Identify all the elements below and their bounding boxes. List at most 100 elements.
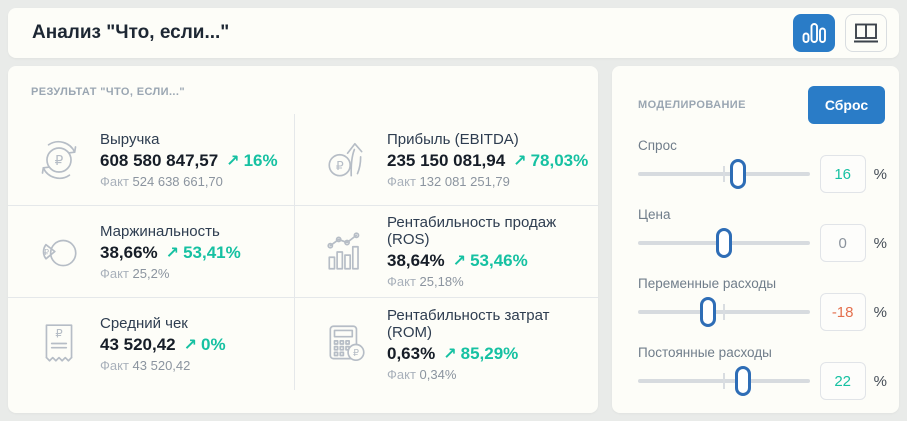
slider-center-tick <box>722 166 725 182</box>
combo-chart-icon <box>323 229 369 275</box>
trend-up-icon: ↗ <box>443 345 457 363</box>
kpi-title: Рентабильность продаж (ROS) <box>387 214 557 248</box>
trend-up-icon: ↗ <box>183 337 198 354</box>
variable-costs-value-input[interactable]: -18 <box>819 293 866 331</box>
kpi-value: 0,63% <box>387 343 436 363</box>
kpi-title: Маржинальность <box>100 222 220 240</box>
trend-up-icon: ↗ <box>513 152 527 170</box>
page-title: Анализ "Что, если..." <box>32 22 230 43</box>
svg-text:₽: ₽ <box>353 348 359 359</box>
slider-label: Постоянные расходы <box>638 345 772 360</box>
kpi-value: 608 580 847,57 <box>100 150 219 170</box>
kpi-fact: Факт 0,34% <box>387 367 598 382</box>
svg-text:₽: ₽ <box>336 157 344 172</box>
fact-label: Факт <box>387 274 416 289</box>
fact-label: Факт <box>100 265 129 281</box>
kpi-grid: ₽ Выручка 608 580 847,57 ↗ 16% Факт 524 … <box>8 114 598 390</box>
kpi-value: 38,66% <box>100 242 158 262</box>
fixed-costs-value-input[interactable]: 22 <box>819 362 866 400</box>
kpi-card-rom: ₽ Рентабильность затрат (ROM) 0,63% ↗ 85… <box>295 298 598 390</box>
modeling-heading: МОДЕЛИРОВАНИЕ <box>638 99 746 111</box>
slider-variable-costs[interactable] <box>638 295 810 329</box>
kpi-fact: Факт 25,2% <box>100 266 241 281</box>
demand-value-input[interactable]: 16 <box>819 155 866 193</box>
fact-value: 524 638 661,70 <box>132 173 223 189</box>
fact-value: 25,2% <box>132 265 170 281</box>
slider-label: Спрос <box>638 138 677 153</box>
modeling-header: МОДЕЛИРОВАНИЕ Сброс <box>612 66 899 124</box>
fact-value: 0,34% <box>419 366 457 382</box>
profit-growth-icon: ₽ <box>323 137 369 183</box>
kpi-title: Выручка <box>100 130 160 148</box>
slider-thumb[interactable] <box>729 159 746 189</box>
fact-value: 25,18% <box>419 274 464 289</box>
kpi-delta: 16% <box>243 150 278 170</box>
kpi-title: Средний чек <box>100 315 188 332</box>
receipt-icon: ₽ <box>36 321 82 367</box>
slider-label: Переменные расходы <box>638 276 777 291</box>
kpi-delta: 53,41% <box>183 242 241 262</box>
percent-unit: % <box>873 372 887 390</box>
open-book-icon <box>854 23 878 43</box>
kpi-delta: 78,03% <box>530 150 589 170</box>
kpi-card-margin: ₽ Маржинальность 38,66% ↗ 53,41% Факт 25… <box>8 206 295 298</box>
kpi-card-ros: Рентабильность продаж (ROS) 38,64% ↗ 53,… <box>295 206 598 298</box>
percent-unit: % <box>873 303 887 321</box>
slider-center-tick <box>722 304 725 320</box>
kpi-card-avg-check: ₽ Средний чек 43 520,42 ↗ 0% Факт 43 520… <box>8 298 295 390</box>
ruble-refresh-icon: ₽ <box>36 137 82 183</box>
kpi-card-revenue: ₽ Выручка 608 580 847,57 ↗ 16% Факт 524 … <box>8 114 295 206</box>
percent-unit: % <box>873 234 887 252</box>
trend-up-icon: ↗ <box>452 253 467 270</box>
results-heading: РЕЗУЛЬТАТ "ЧТО, ЕСЛИ..." <box>31 86 185 98</box>
results-panel: РЕЗУЛЬТАТ "ЧТО, ЕСЛИ..." ₽ Выручка <box>8 66 598 413</box>
slider-price[interactable] <box>638 226 810 260</box>
fact-label: Факт <box>387 366 416 382</box>
pie-margin-icon: ₽ <box>36 229 82 275</box>
fact-value: 132 081 251,79 <box>419 173 510 189</box>
slider-label: Цена <box>638 207 671 222</box>
fact-label: Факт <box>387 173 416 189</box>
fact-label: Факт <box>100 173 129 189</box>
slider-thumb[interactable] <box>715 228 732 258</box>
trend-up-icon: ↗ <box>165 244 180 262</box>
kpi-fact: Факт 524 638 661,70 <box>100 174 278 189</box>
trend-up-icon: ↗ <box>226 152 240 170</box>
bar-chart-icon <box>802 23 826 43</box>
slider-group-demand: Спрос 16 % <box>638 138 887 193</box>
fact-label: Факт <box>100 358 129 373</box>
slider-group-price: Цена 0 % <box>638 207 887 262</box>
kpi-fact: Факт 25,18% <box>387 274 598 289</box>
slider-demand[interactable] <box>638 157 810 191</box>
modeling-panel: МОДЕЛИРОВАНИЕ Сброс Спрос 16 % Цена 0 % <box>612 66 899 413</box>
view-switcher <box>793 14 887 52</box>
table-view-button[interactable] <box>845 14 887 52</box>
kpi-card-ebitda: ₽ Прибыль (EBITDA) 235 150 081,94 ↗ 78,0… <box>295 114 598 206</box>
calculator-coin-icon: ₽ <box>323 321 369 367</box>
fact-value: 43 520,42 <box>132 358 191 373</box>
kpi-delta: 53,46% <box>470 251 528 270</box>
kpi-value: 43 520,42 <box>100 335 176 354</box>
kpi-title: Рентабильность затрат (ROM) <box>387 306 550 341</box>
slider-group-variable-costs: Переменные расходы -18 % <box>638 276 887 331</box>
slider-fixed-costs[interactable] <box>638 364 810 398</box>
kpi-fact: Факт 43 520,42 <box>100 358 226 373</box>
kpi-title: Прибыль (EBITDA) <box>387 130 519 148</box>
svg-text:₽: ₽ <box>55 327 62 341</box>
kpi-delta: 85,29% <box>460 343 519 363</box>
kpi-value: 235 150 081,94 <box>387 150 506 170</box>
percent-unit: % <box>873 165 887 183</box>
chart-view-button[interactable] <box>793 14 835 52</box>
slider-thumb[interactable] <box>700 297 717 327</box>
topbar: Анализ "Что, если..." <box>8 8 899 58</box>
slider-center-tick <box>722 373 725 389</box>
reset-button[interactable]: Сброс <box>808 86 885 124</box>
kpi-value: 38,64% <box>387 251 445 270</box>
slider-group-fixed-costs: Постоянные расходы 22 % <box>638 345 887 400</box>
price-value-input[interactable]: 0 <box>819 224 866 262</box>
kpi-delta: 0% <box>201 335 226 354</box>
svg-text:₽: ₽ <box>44 247 50 257</box>
kpi-fact: Факт 132 081 251,79 <box>387 174 588 189</box>
svg-text:₽: ₽ <box>55 153 64 169</box>
slider-thumb[interactable] <box>734 366 751 396</box>
